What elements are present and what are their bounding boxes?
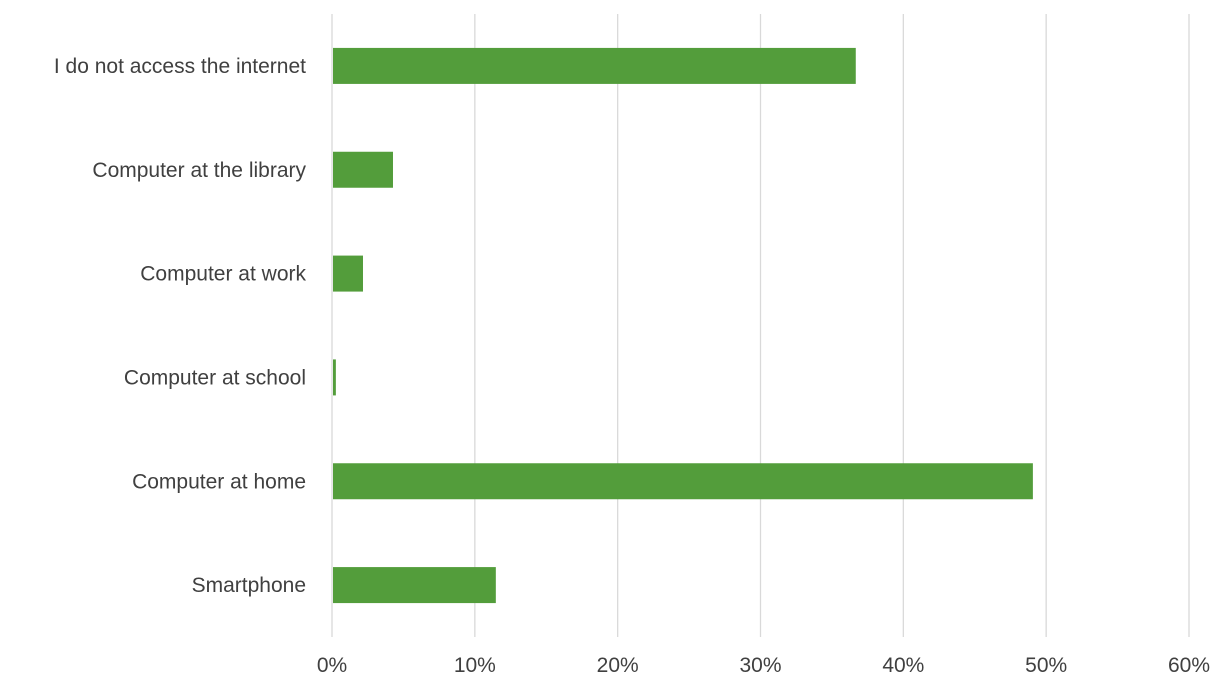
x-tick-label: 30% <box>739 654 781 677</box>
x-tick-label: 20% <box>597 654 639 677</box>
x-tick-label: 40% <box>882 654 924 677</box>
category-label: Computer at the library <box>92 159 306 182</box>
bar-computer-at-the-library <box>333 151 393 188</box>
bar-i-do-not-access-the-internet <box>333 47 856 84</box>
category-label: Computer at home <box>132 470 306 493</box>
x-tick-label: 10% <box>454 654 496 677</box>
bar-computer-at-home <box>333 463 1033 500</box>
x-tick-label: 50% <box>1025 654 1067 677</box>
x-tick-labels: 0% 10% 20% 30% 40% 50% 60% <box>317 654 1210 677</box>
x-tick-label: 60% <box>1168 654 1210 677</box>
category-label: Computer at work <box>140 263 306 286</box>
gridlines <box>474 14 1190 637</box>
bar-smartphone <box>333 567 496 604</box>
category-labels: I do not access the internet Computer at … <box>54 55 307 597</box>
bar-computer-at-work <box>333 255 363 292</box>
x-tick-label: 0% <box>317 654 347 677</box>
category-label: I do not access the internet <box>54 55 306 78</box>
category-label: Computer at school <box>124 366 306 389</box>
category-label: Smartphone <box>192 574 306 597</box>
bars <box>333 47 1033 604</box>
bar-computer-at-school <box>333 359 336 396</box>
